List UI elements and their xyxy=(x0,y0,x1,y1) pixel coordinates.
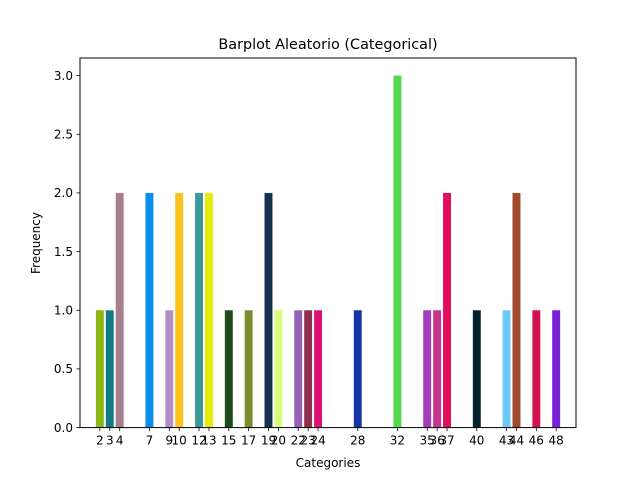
x-tick-label-48: 48 xyxy=(549,434,564,448)
x-tick-label-17: 17 xyxy=(241,434,256,448)
bar-40 xyxy=(472,310,481,428)
bar-22 xyxy=(294,310,303,428)
x-tick-label-32: 32 xyxy=(390,434,405,448)
bar-7 xyxy=(145,192,154,428)
x-tick-label-40: 40 xyxy=(469,434,484,448)
bars-group xyxy=(95,75,561,428)
bar-12 xyxy=(195,192,204,428)
y-tick-label-3.0: 3.0 xyxy=(54,69,73,83)
x-tick-label-20: 20 xyxy=(271,434,286,448)
x-tick-label-10: 10 xyxy=(172,434,187,448)
bar-23 xyxy=(304,310,313,428)
x-tick-label-43: 43 xyxy=(499,434,514,448)
bar-3 xyxy=(105,310,114,428)
x-tick-label-23: 23 xyxy=(301,434,316,448)
x-axis-label: Categories xyxy=(296,456,361,470)
x-tick-label-36: 36 xyxy=(429,434,444,448)
y-tick-label-2.0: 2.0 xyxy=(54,186,73,200)
x-tick-label-44: 44 xyxy=(509,434,524,448)
bar-48 xyxy=(552,310,561,428)
bar-9 xyxy=(165,310,174,428)
x-tick-label-13: 13 xyxy=(201,434,216,448)
x-tick-label-3: 3 xyxy=(106,434,114,448)
x-tick-label-46: 46 xyxy=(529,434,544,448)
bar-10 xyxy=(175,192,184,428)
x-tick-label-7: 7 xyxy=(146,434,154,448)
bar-19 xyxy=(264,192,273,428)
bar-46 xyxy=(532,310,541,428)
bar-28 xyxy=(353,310,362,428)
bar-24 xyxy=(314,310,323,428)
x-tick-label-9: 9 xyxy=(165,434,173,448)
x-tick-label-35: 35 xyxy=(420,434,435,448)
x-tick-label-37: 37 xyxy=(439,434,454,448)
x-tick-label-28: 28 xyxy=(350,434,365,448)
bar-36 xyxy=(433,310,442,428)
y-tick-label-2.5: 2.5 xyxy=(54,128,73,142)
bar-35 xyxy=(423,310,432,428)
y-axis-ticks: 0.0 0.5 1.0 1.5 2.0 2.5 3.0 xyxy=(54,69,80,435)
bar-43 xyxy=(502,310,511,428)
y-tick-label-0.0: 0.0 xyxy=(54,421,73,435)
x-tick-label-4: 4 xyxy=(116,434,124,448)
bar-2 xyxy=(95,310,104,428)
bar-13 xyxy=(204,192,213,428)
x-tick-label-24: 24 xyxy=(310,434,325,448)
bar-37 xyxy=(443,192,452,428)
bar-17 xyxy=(244,310,253,428)
x-tick-label-12: 12 xyxy=(191,434,206,448)
x-tick-label-22: 22 xyxy=(291,434,306,448)
bar-4 xyxy=(115,192,124,428)
y-axis-label: Frequency xyxy=(29,212,43,274)
chart-title: Barplot Aleatorio (Categorical) xyxy=(218,37,437,53)
x-tick-label-19: 19 xyxy=(261,434,276,448)
y-tick-label-1.5: 1.5 xyxy=(54,245,73,259)
x-tick-label-15: 15 xyxy=(221,434,236,448)
bar-15 xyxy=(224,310,233,428)
y-tick-label-0.5: 0.5 xyxy=(54,362,73,376)
x-tick-label-2: 2 xyxy=(96,434,104,448)
y-tick-label-1.0: 1.0 xyxy=(54,304,73,318)
bar-20 xyxy=(274,310,283,428)
plot-frame xyxy=(79,57,577,429)
bar-32 xyxy=(393,75,402,428)
bar-44 xyxy=(512,192,521,428)
